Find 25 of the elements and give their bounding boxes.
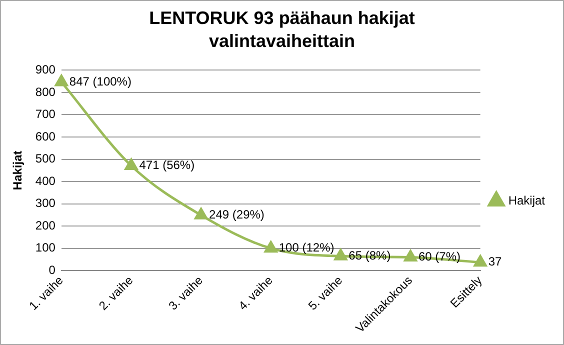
point [334,248,348,260]
point [264,241,278,253]
point [474,255,487,267]
point [124,158,138,170]
point [404,250,417,262]
data-label: 249 (29%) [209,207,264,222]
data-label: 100 (12%) [278,240,334,255]
data-label: 37 [488,254,502,269]
y-tick-label: 300 [35,196,56,210]
chart-title: LENTORUK 93 päähaun hakijat valintavaiheittain [148,7,416,53]
y-tick-label: 700 [35,107,56,122]
y-tick-label: 100 [35,240,56,255]
legend-label: Hakijat [508,193,546,208]
y-tick-label: 800 [35,84,56,99]
y-axis-title: Hakijat [10,150,25,190]
data-label: 847 (100%) [69,74,132,88]
y-tick-label: 400 [35,174,56,188]
data-label: 471 (56%) [139,158,195,172]
y-tick-label: 900 [35,62,56,77]
point [54,74,68,86]
y-tick-label: 200 [35,218,56,232]
y-tick-label: 500 [35,152,56,166]
point [194,208,208,220]
y-tick-label: 0 [48,262,56,277]
y-tick-label: 600 [35,129,56,144]
